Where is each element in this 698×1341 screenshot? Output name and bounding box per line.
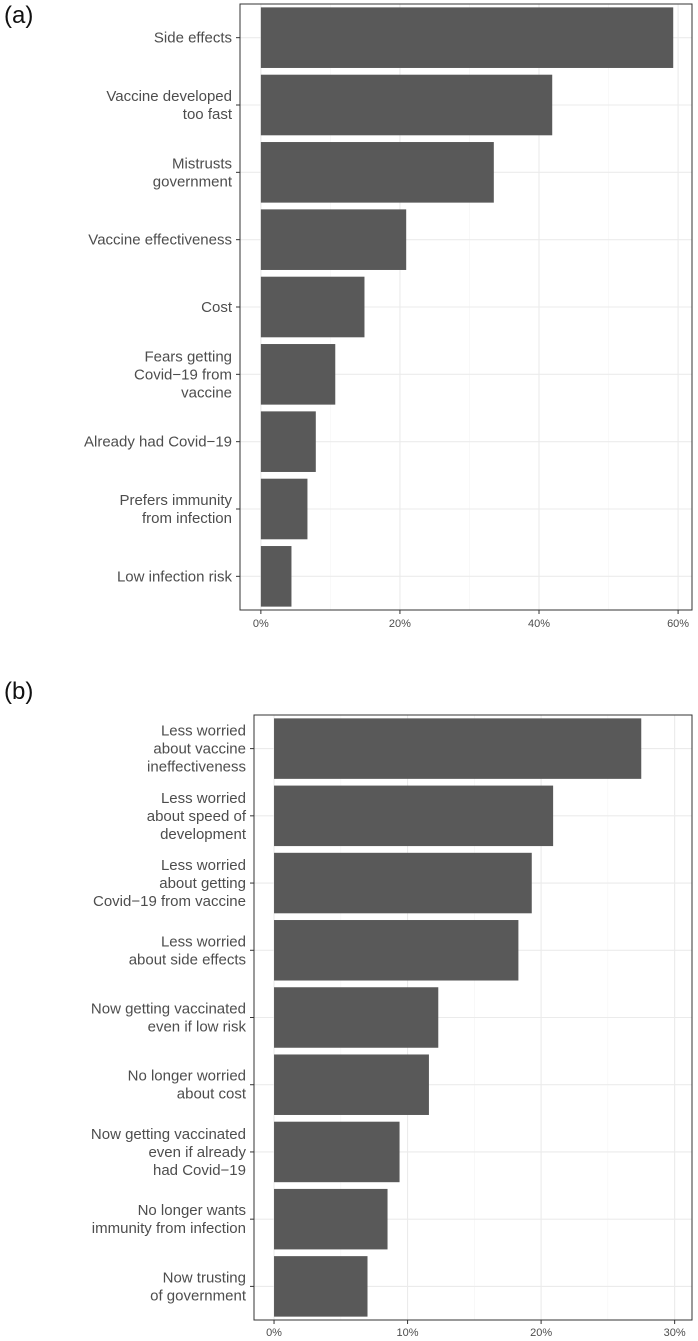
category-label-line: even if already	[148, 1144, 246, 1161]
category-label-line: immunity from infection	[92, 1220, 246, 1237]
category-label: Fears getting Covid−19 from vaccine	[134, 348, 232, 401]
category-label-line: about vaccine	[153, 741, 246, 758]
bar-b-2	[274, 785, 554, 847]
category-label: Vaccine effectiveness	[88, 232, 232, 249]
x-tick-label: 20%	[389, 618, 411, 630]
category-label-line: ineffectiveness	[147, 759, 246, 776]
bar-a-1	[260, 7, 674, 68]
category-label: No longer wants immunity from infection	[92, 1202, 246, 1237]
category-label: Already had Covid−19	[84, 434, 232, 451]
bar-b-6	[274, 1054, 429, 1115]
bar-b-9	[274, 1256, 368, 1317]
category-label: Low infection risk	[117, 568, 233, 585]
panel-label-b: (b)	[4, 678, 34, 705]
category-label: Side effects	[154, 30, 232, 47]
category-label: No longer worried about cost	[128, 1068, 247, 1103]
category-label-line: about speed of	[147, 808, 247, 825]
panel-label-a: (a)	[4, 2, 34, 29]
bar-a-8	[260, 478, 308, 540]
category-label-line: Now getting vaccinated	[91, 1126, 246, 1143]
category-label: Less worried about side effects	[129, 933, 246, 968]
category-label-line: Now getting vaccinated	[91, 1001, 246, 1018]
category-label-line: too fast	[183, 106, 233, 123]
bar-a-7	[260, 411, 316, 472]
bar-a-5	[260, 276, 365, 338]
category-label-line: No longer worried	[128, 1068, 246, 1085]
bar-a-4	[260, 209, 407, 270]
category-label-line: Less worried	[161, 933, 246, 950]
category-label-line: Fears getting	[144, 348, 232, 365]
bar-b-3	[274, 852, 532, 914]
x-tick-label: 60%	[667, 618, 689, 630]
category-label-line: Cost	[201, 299, 233, 316]
bar-b-8	[274, 1188, 388, 1250]
category-label-line: Less worried	[161, 723, 246, 740]
bar-b-1	[274, 718, 642, 779]
category-label: Now getting vaccinated even if already had…	[91, 1126, 247, 1179]
category-label-line: Vaccine effectiveness	[88, 232, 232, 249]
category-label: Now trusting of government	[150, 1269, 247, 1304]
category-label-line: even if low risk	[148, 1019, 247, 1036]
category-label-line: Prefers immunity	[119, 492, 232, 509]
category-label-line: about cost	[177, 1086, 247, 1103]
category-label: Less worried about getting Covid−19 from v…	[93, 857, 246, 910]
category-label: Less worried about speed of development	[147, 790, 247, 843]
category-label: Mistrusts government	[153, 155, 233, 190]
category-label-line: Side effects	[154, 30, 232, 47]
bar-b-7	[274, 1121, 400, 1183]
x-tick-label: 10%	[397, 1327, 419, 1339]
category-label-line: Less worried	[161, 857, 246, 874]
bar-a-3	[260, 142, 494, 203]
bar-a-9	[260, 546, 292, 607]
bar-b-5	[274, 987, 439, 1048]
category-label-line: Covid−19 from	[134, 366, 232, 383]
category-label: Vaccine developed too fast	[106, 88, 232, 123]
category-label-line: Low infection risk	[117, 568, 233, 585]
category-label: Cost	[201, 299, 233, 316]
category-label-line: Now trusting	[163, 1269, 246, 1286]
x-tick-label: 30%	[664, 1327, 686, 1339]
x-tick-label: 40%	[528, 618, 550, 630]
x-tick-label: 0%	[266, 1327, 282, 1339]
category-label-line: had Covid−19	[153, 1162, 246, 1179]
category-label-line: Already had Covid−19	[84, 434, 232, 451]
category-label-line: about side effects	[129, 951, 246, 968]
category-label-line: about getting	[159, 875, 246, 892]
category-label: Prefers immunity from infection	[119, 492, 232, 527]
category-label-line: government	[153, 173, 233, 190]
category-label-line: vaccine	[181, 384, 232, 401]
x-tick-label: 0%	[253, 618, 269, 630]
bar-a-6	[260, 344, 336, 405]
bar-a-2	[260, 74, 553, 136]
category-label-line: Mistrusts	[172, 155, 232, 172]
category-label: Now getting vaccinated even if low risk	[91, 1001, 247, 1036]
category-label-line: Covid−19 from vaccine	[93, 893, 246, 910]
bar-b-4	[274, 920, 519, 981]
category-label-line: of government	[150, 1287, 247, 1304]
category-label-line: from infection	[142, 510, 232, 527]
category-label-line: Vaccine developed	[106, 88, 232, 105]
category-label-line: Less worried	[161, 790, 246, 807]
category-label-line: development	[160, 826, 247, 843]
category-label: Less worried about vaccine ineffectiveness	[147, 723, 246, 776]
category-label-line: No longer wants	[138, 1202, 246, 1219]
x-tick-label: 20%	[530, 1327, 552, 1339]
